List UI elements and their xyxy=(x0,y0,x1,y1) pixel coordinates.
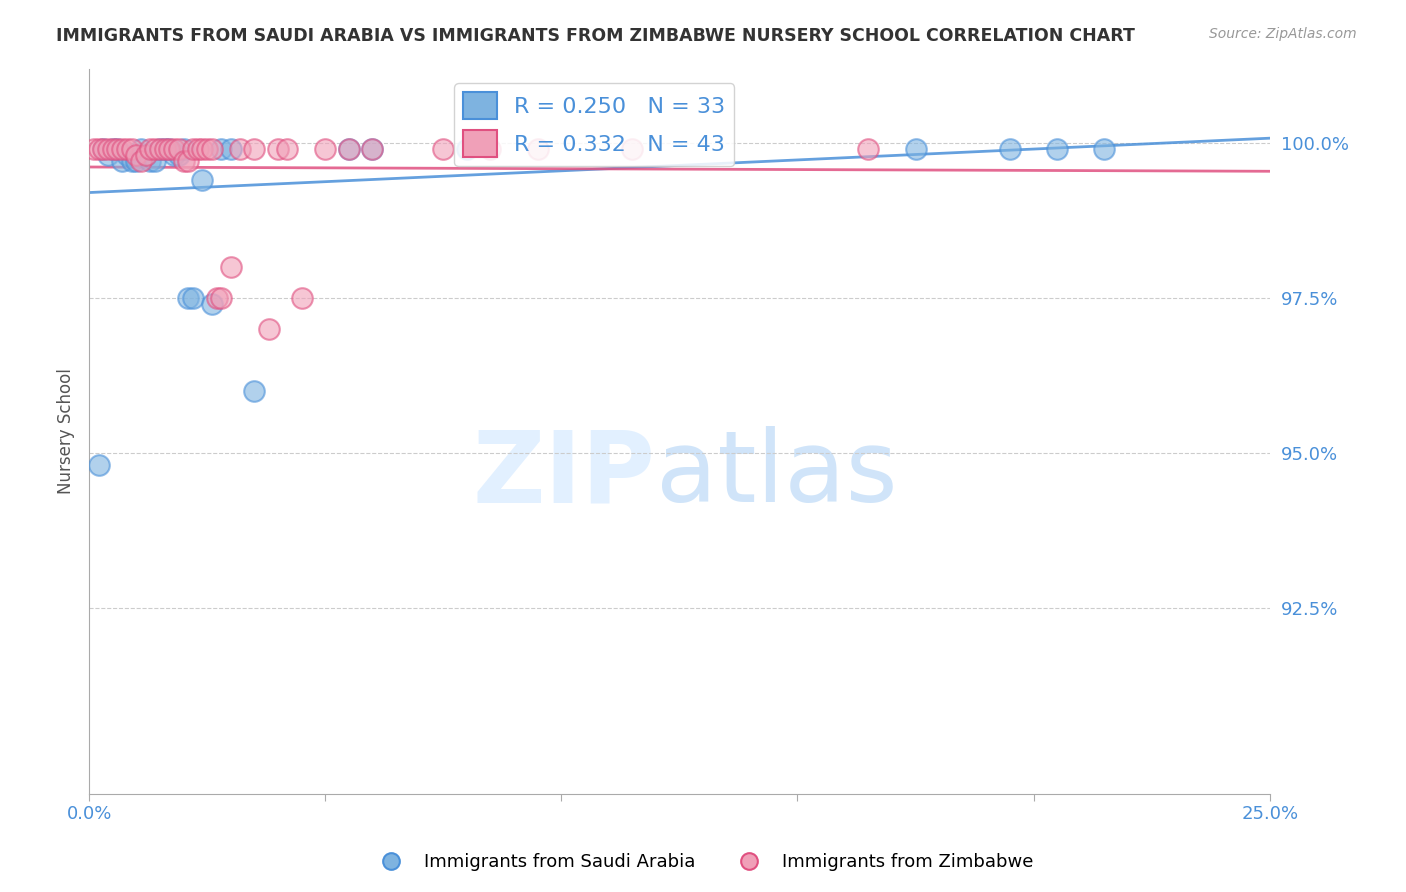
Point xyxy=(257,322,280,336)
Legend: Immigrants from Saudi Arabia, Immigrants from Zimbabwe: Immigrants from Saudi Arabia, Immigrants… xyxy=(366,847,1040,879)
Point xyxy=(526,142,548,156)
Point xyxy=(143,142,166,156)
Point xyxy=(107,142,129,156)
Point xyxy=(153,142,176,156)
Point xyxy=(157,142,180,156)
Point xyxy=(111,154,134,169)
Point xyxy=(337,142,360,156)
Point xyxy=(167,148,190,162)
Point xyxy=(129,154,152,169)
Point xyxy=(209,291,232,305)
Point xyxy=(101,142,124,156)
Point xyxy=(181,291,204,305)
Point xyxy=(83,142,105,156)
Point xyxy=(143,154,166,169)
Point xyxy=(125,148,148,162)
Point xyxy=(187,142,209,156)
Point xyxy=(195,142,218,156)
Point xyxy=(149,142,172,156)
Point xyxy=(276,142,298,156)
Text: atlas: atlas xyxy=(655,426,897,523)
Point xyxy=(456,142,478,156)
Point xyxy=(432,142,454,156)
Point xyxy=(121,142,143,156)
Point xyxy=(191,173,214,187)
Point xyxy=(904,142,927,156)
Point xyxy=(181,142,204,156)
Point xyxy=(97,142,120,156)
Point xyxy=(135,148,157,162)
Point xyxy=(1094,142,1116,156)
Point xyxy=(115,148,138,162)
Point xyxy=(361,142,384,156)
Point xyxy=(229,142,252,156)
Point xyxy=(1046,142,1069,156)
Point xyxy=(163,148,186,162)
Point xyxy=(101,142,124,156)
Point xyxy=(998,142,1021,156)
Point xyxy=(87,458,110,473)
Point xyxy=(149,142,172,156)
Legend: R = 0.250   N = 33, R = 0.332   N = 43: R = 0.250 N = 33, R = 0.332 N = 43 xyxy=(454,83,734,167)
Point xyxy=(201,142,224,156)
Point xyxy=(361,142,384,156)
Point xyxy=(163,142,186,156)
Point xyxy=(209,142,232,156)
Text: ZIP: ZIP xyxy=(472,426,655,523)
Point xyxy=(290,291,312,305)
Text: Source: ZipAtlas.com: Source: ZipAtlas.com xyxy=(1209,27,1357,41)
Point xyxy=(177,291,200,305)
Point xyxy=(87,142,110,156)
Text: IMMIGRANTS FROM SAUDI ARABIA VS IMMIGRANTS FROM ZIMBABWE NURSERY SCHOOL CORRELAT: IMMIGRANTS FROM SAUDI ARABIA VS IMMIGRAN… xyxy=(56,27,1135,45)
Point xyxy=(129,142,152,156)
Point xyxy=(153,142,176,156)
Point xyxy=(267,142,290,156)
Point xyxy=(243,142,266,156)
Point xyxy=(97,148,120,162)
Point xyxy=(121,154,143,169)
Point xyxy=(858,142,880,156)
Point xyxy=(167,142,190,156)
Point xyxy=(337,142,360,156)
Point xyxy=(91,142,114,156)
Point xyxy=(191,142,214,156)
Point xyxy=(91,142,114,156)
Point xyxy=(243,384,266,398)
Point xyxy=(479,142,502,156)
Point xyxy=(125,154,148,169)
Point xyxy=(219,260,242,274)
Point xyxy=(111,142,134,156)
Point xyxy=(173,142,195,156)
Point xyxy=(135,148,157,162)
Point xyxy=(205,291,228,305)
Point xyxy=(201,297,224,311)
Point xyxy=(157,142,180,156)
Point xyxy=(177,154,200,169)
Point xyxy=(115,142,138,156)
Point xyxy=(219,142,242,156)
Y-axis label: Nursery School: Nursery School xyxy=(58,368,75,494)
Point xyxy=(314,142,336,156)
Point xyxy=(107,142,129,156)
Point xyxy=(621,142,644,156)
Point xyxy=(173,154,195,169)
Point xyxy=(139,154,162,169)
Point xyxy=(139,142,162,156)
